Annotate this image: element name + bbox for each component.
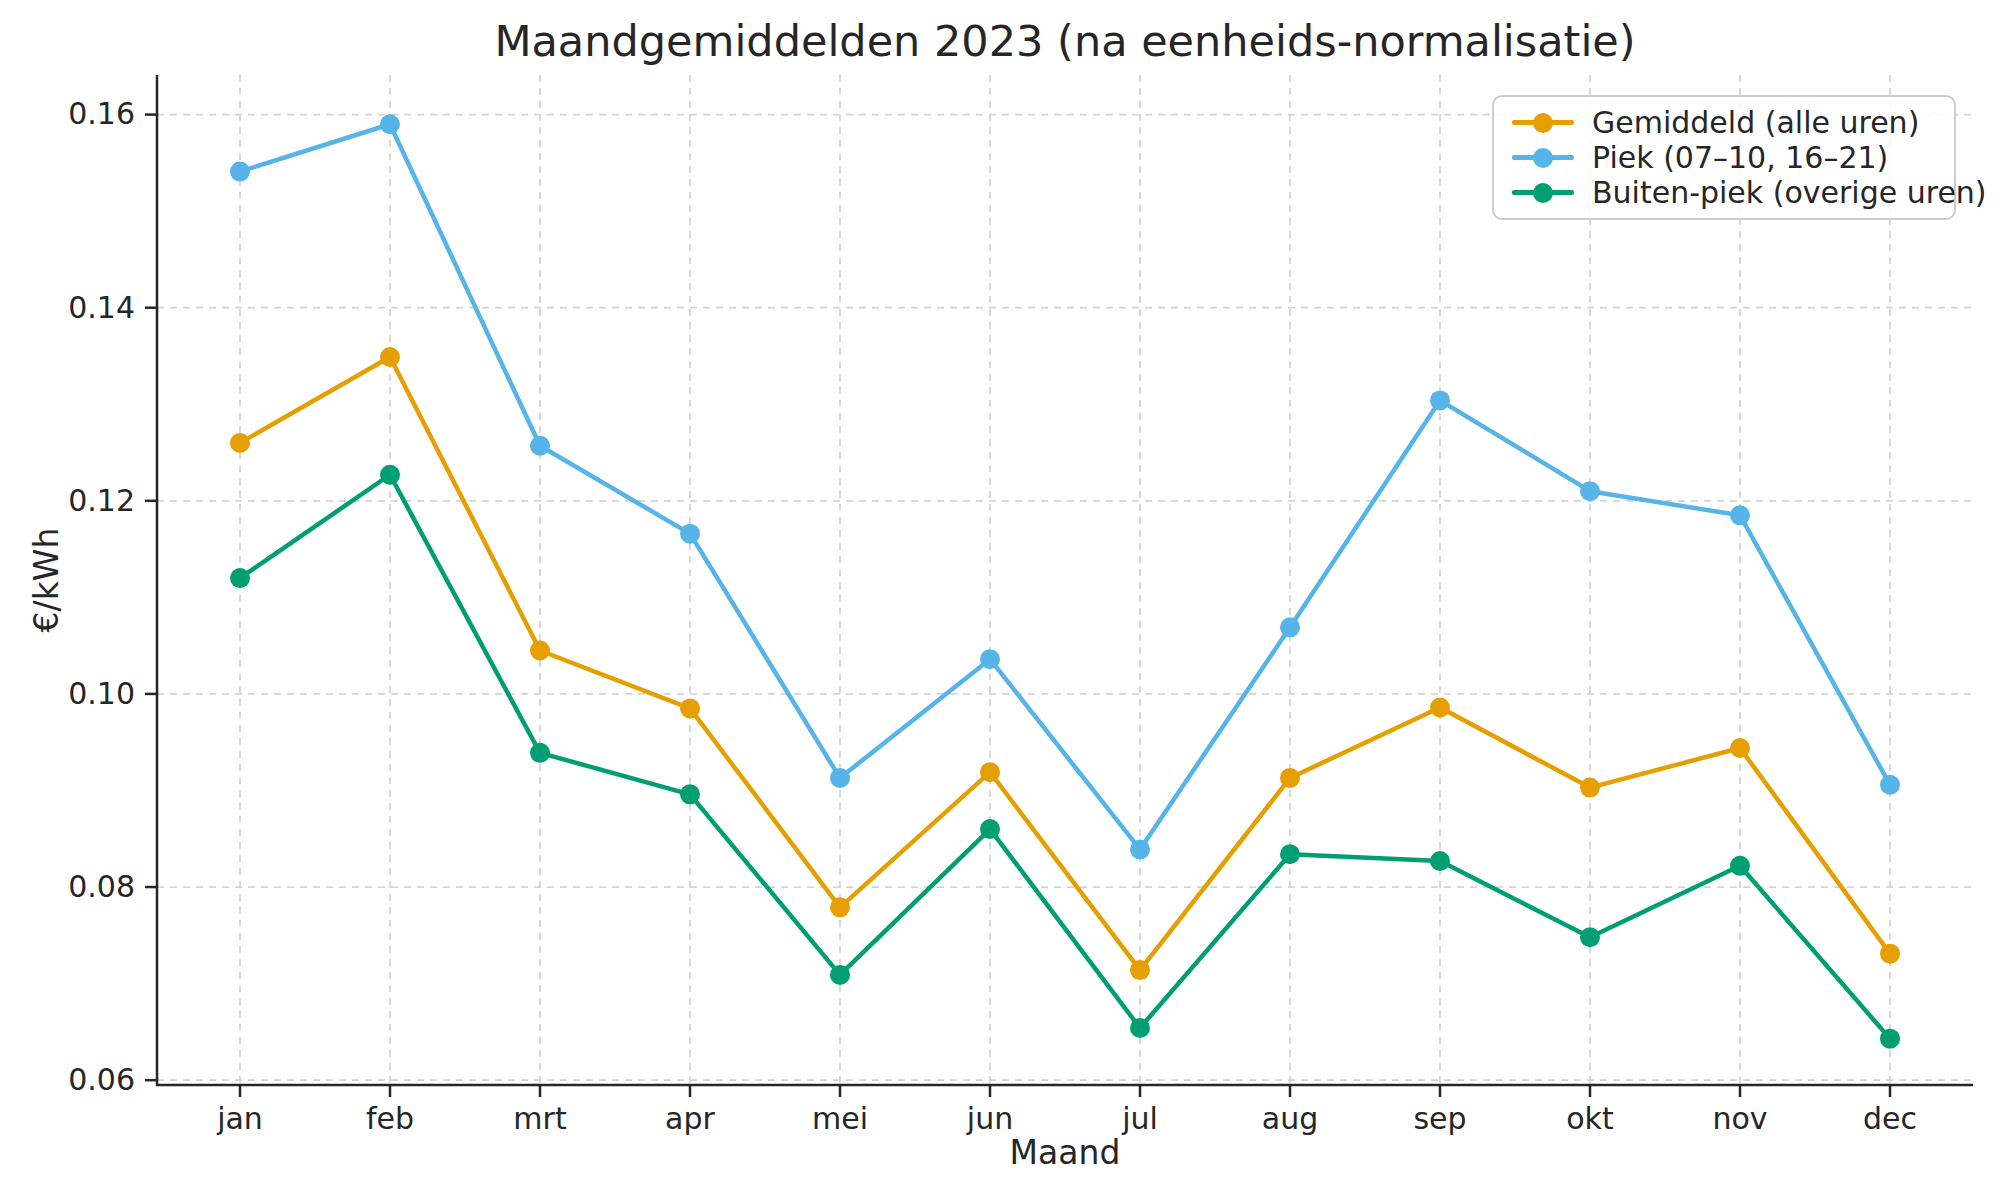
- x-tick-label: jul: [1121, 1101, 1158, 1136]
- legend-label: Piek (07–10, 16–21): [1592, 140, 1888, 175]
- legend-item-buiten-piek: Buiten-piek (overige uren): [1512, 175, 1944, 210]
- legend-item-gemiddeld: Gemiddeld (alle uren): [1512, 105, 1944, 140]
- data-point: [1580, 927, 1600, 947]
- legend-line-marker-icon: [1512, 183, 1574, 203]
- legend-label: Buiten-piek (overige uren): [1592, 175, 1987, 210]
- data-point: [980, 649, 1000, 669]
- data-point: [1580, 778, 1600, 798]
- data-point: [1730, 738, 1750, 758]
- legend: Gemiddeld (alle uren) Piek (07–10, 16–21…: [1492, 95, 1956, 220]
- data-point: [1280, 768, 1300, 788]
- x-tick-label: nov: [1712, 1101, 1767, 1136]
- data-point: [830, 897, 850, 917]
- legend-item-piek: Piek (07–10, 16–21): [1512, 140, 1944, 175]
- data-point: [830, 768, 850, 788]
- data-point: [1880, 1029, 1900, 1049]
- data-point: [230, 162, 250, 182]
- data-point: [1130, 960, 1150, 980]
- x-tick-label: dec: [1863, 1101, 1917, 1136]
- data-point: [1880, 775, 1900, 795]
- data-point: [1580, 481, 1600, 501]
- x-tick-label: feb: [366, 1101, 414, 1136]
- series-line-0: [240, 357, 1890, 970]
- x-tick-label: aug: [1262, 1101, 1318, 1136]
- legend-line-marker-icon: [1512, 113, 1574, 133]
- data-point: [1430, 851, 1450, 871]
- data-point: [1730, 505, 1750, 525]
- data-point: [680, 698, 700, 718]
- data-point: [1280, 844, 1300, 864]
- data-point: [1730, 856, 1750, 876]
- data-point: [830, 965, 850, 985]
- data-point: [530, 436, 550, 456]
- y-tick-label: 0.16: [68, 96, 135, 131]
- x-tick-label: sep: [1413, 1101, 1466, 1136]
- data-point: [380, 114, 400, 134]
- data-point: [380, 347, 400, 367]
- data-point: [530, 743, 550, 763]
- x-tick-label: apr: [665, 1101, 715, 1136]
- series-line-1: [240, 124, 1890, 849]
- data-point: [980, 762, 1000, 782]
- data-point: [980, 819, 1000, 839]
- data-point: [1130, 1018, 1150, 1038]
- x-tick-label: mei: [812, 1101, 868, 1136]
- data-point: [1430, 697, 1450, 717]
- data-point: [680, 784, 700, 804]
- figure: Maandgemiddelden 2023 (na eenheids-norma…: [0, 0, 2000, 1200]
- y-tick-label: 0.06: [68, 1062, 135, 1097]
- data-point: [380, 465, 400, 485]
- data-point: [1430, 390, 1450, 410]
- x-tick-label: jun: [966, 1101, 1013, 1136]
- data-point: [1280, 617, 1300, 637]
- x-tick-label: jan: [216, 1101, 263, 1136]
- y-tick-label: 0.14: [68, 290, 135, 325]
- legend-label: Gemiddeld (alle uren): [1592, 105, 1919, 140]
- x-tick-label: mrt: [513, 1101, 567, 1136]
- x-tick-label: okt: [1566, 1101, 1614, 1136]
- legend-line-marker-icon: [1512, 148, 1574, 168]
- data-point: [230, 433, 250, 453]
- data-point: [680, 524, 700, 544]
- y-tick-label: 0.10: [68, 676, 135, 711]
- data-point: [530, 640, 550, 660]
- data-point: [1130, 839, 1150, 859]
- y-tick-label: 0.12: [68, 483, 135, 518]
- data-point: [230, 568, 250, 588]
- data-point: [1880, 944, 1900, 964]
- y-tick-label: 0.08: [68, 869, 135, 904]
